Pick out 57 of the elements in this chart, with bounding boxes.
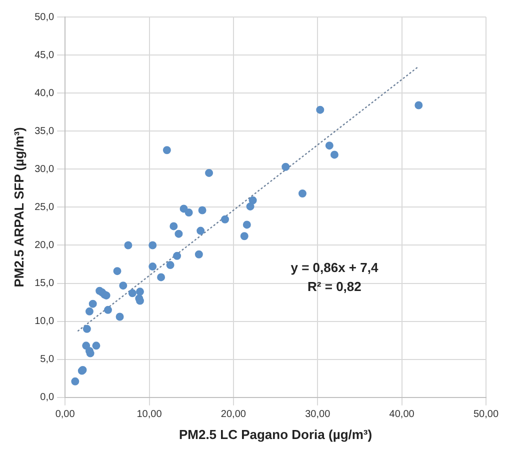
point [248,196,257,204]
point [113,267,122,276]
annotation: R² = 0,82 [308,278,362,294]
point [174,230,183,238]
y-tick-label: 35,0 [34,126,54,137]
point [325,142,334,150]
point [414,101,423,110]
point [221,215,230,224]
x-tick-label: 40,00 [389,409,415,420]
point [198,206,206,214]
y-tick-label: 40,0 [34,88,54,99]
point [194,250,203,258]
point [71,377,80,386]
point [298,190,306,198]
y-tick-label: 15,0 [34,278,54,290]
y-tick-label: 5,0 [40,354,54,366]
point [136,288,144,296]
point [88,300,97,308]
point [282,162,290,171]
point [92,342,100,350]
x-tick-label: 20,00 [220,409,246,420]
point [316,106,324,114]
point [240,232,248,240]
y-axis-title: PM2.5 ARPAL SFP (µg/m³) [11,127,26,288]
point [116,312,124,321]
y-tick-label: 45,0 [34,50,54,61]
point [170,222,178,230]
x-tick-label: 10,00 [136,409,162,420]
point [104,306,112,314]
y-tick-label: 25,0 [34,202,54,213]
y-tick-label: 10,0 [34,316,54,328]
point [330,150,338,159]
point [184,208,193,217]
y-tick-label: 30,0 [34,164,54,175]
point [124,241,132,250]
point [157,273,166,282]
point [148,241,157,250]
x-axis-title: PM2.5 LC Pagano Doria (µg/m³) [178,426,372,442]
point [128,289,136,298]
point [242,220,251,229]
point [173,252,182,260]
y-tick-label: 20,0 [34,240,54,251]
x-tick-label: 0,00 [55,409,76,420]
y-tick-label: 50,0 [34,12,54,23]
point [166,261,174,270]
point [148,262,157,271]
point [196,226,205,235]
y-tick-label: 0,0 [40,392,54,404]
point [246,202,254,210]
annotation: y = 0,86x + 7,4 [290,260,379,275]
point [82,324,91,333]
point [205,168,214,177]
x-tick-label: 30,00 [305,409,331,420]
x-tick-label: 50,00 [473,409,499,420]
point [162,146,171,154]
point [119,282,128,290]
point [85,307,94,316]
